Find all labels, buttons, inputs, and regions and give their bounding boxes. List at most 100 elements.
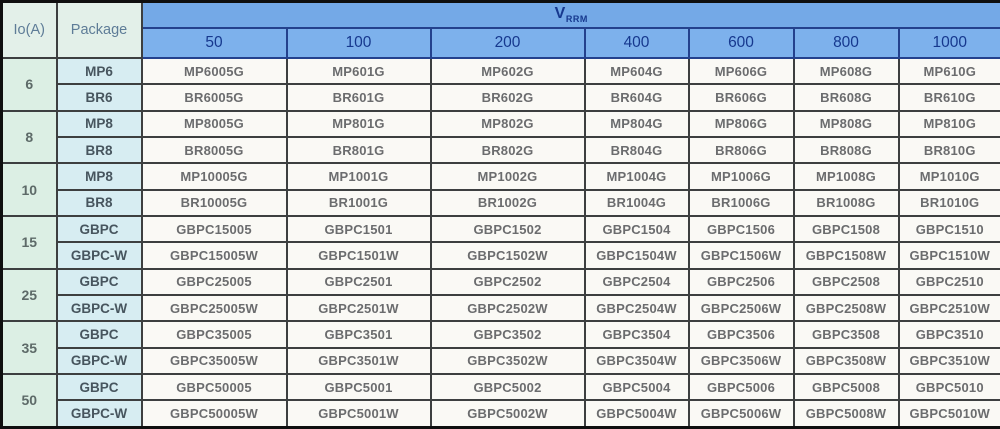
part-number-cell: BR608G [792, 83, 900, 112]
part-number-cell: MP10005G [140, 162, 288, 191]
table-row: 6 MP6 MP6005G MP601G MP602G MP604G MP606G MP608… [0, 56, 1000, 112]
part-number-cell: GBPC3504 [583, 320, 690, 349]
package-cell: MP8 [55, 109, 143, 138]
part-number-cell: BR808G [792, 135, 900, 165]
part-number-cell: GBPC5002 [429, 372, 586, 402]
table-row: BR6 BR6005G BR601G BR602G BR604G BR606G BR608G… [2, 83, 1000, 112]
part-number-cell: GBPC2501 [285, 267, 432, 296]
part-number-cell: GBPC3501W [285, 346, 432, 375]
part-number-cell: MP8005G [140, 109, 288, 138]
part-number-cell: MP804G [583, 109, 690, 138]
table-row: BR8 BR10005G BR1001G BR1002G BR1004G BR1006G B… [2, 188, 1000, 217]
part-number-cell: GBPC35005 [140, 320, 288, 349]
part-number-cell: GBPC3502W [429, 346, 586, 375]
part-number-cell: GBPC2502W [429, 293, 586, 323]
package-cell: BR6 [55, 83, 143, 112]
part-number-cell: BR802G [429, 135, 586, 165]
package-cell: GBPC [55, 267, 143, 296]
part-number-cell: GBPC1502W [429, 241, 586, 270]
voltage-header-100: 100 [285, 27, 432, 59]
part-number-cell: GBPC5010 [897, 372, 1000, 402]
part-number-cell: MP1008G [792, 162, 900, 191]
package-cell: GBPC-W [55, 293, 143, 323]
part-number-cell: GBPC3504W [583, 346, 690, 375]
part-number-cell: GBPC1510W [897, 241, 1000, 270]
table-row: GBPC-W GBPC25005W GBPC2501W GBPC2502W GBPC25… [2, 293, 1000, 323]
part-number-cell: BR604G [583, 83, 690, 112]
part-number-cell: GBPC2502 [429, 267, 586, 296]
header-row-voltages: 50 100 200 400 600 800 1000 [2, 27, 1000, 59]
part-number-cell: BR806G [687, 135, 795, 165]
io-rating-cell: 25 [0, 267, 58, 323]
table-row: 35 GBPC GBPC35005 GBPC3501 GBPC3502 GBPC3504 G… [0, 320, 1000, 375]
voltage-header-400: 400 [583, 27, 690, 59]
table-row: 10 MP8 MP10005G MP1001G MP1002G MP1004G MP1006… [0, 162, 1000, 217]
part-number-cell: GBPC3508 [792, 320, 900, 349]
part-number-cell: MP6005G [140, 56, 288, 86]
io-rating-cell: 10 [0, 162, 58, 217]
part-number-cell: MP602G [429, 56, 586, 86]
part-number-cell: MP1006G [687, 162, 795, 191]
part-number-cell: GBPC50005 [140, 372, 288, 402]
part-number-cell: GBPC1506W [687, 241, 795, 270]
part-number-cell: GBPC35005W [140, 346, 288, 375]
part-number-cell: MP1010G [897, 162, 1000, 191]
part-number-cell: BR1001G [285, 188, 432, 217]
part-number-cell: GBPC2510W [897, 293, 1000, 323]
part-number-cell: GBPC3510W [897, 346, 1000, 375]
part-number-cell: GBPC5010W [897, 399, 1000, 429]
part-number-cell: BR601G [285, 83, 432, 112]
table-row: GBPC-W GBPC50005W GBPC5001W GBPC5002W GBPC50… [2, 399, 1000, 429]
part-number-cell: GBPC3508W [792, 346, 900, 375]
part-number-cell: GBPC5002W [429, 399, 586, 429]
table-row: 15 GBPC GBPC15005 GBPC1501 GBPC1502 GBPC1504 G… [0, 214, 1000, 270]
part-number-cell: GBPC3506W [687, 346, 795, 375]
package-cell: MP6 [55, 56, 143, 86]
part-number-cell: GBPC1510 [897, 214, 1000, 244]
part-number-cell: BR10005G [140, 188, 288, 217]
vrrm-header: VRRM [140, 0, 1000, 29]
part-number-cell: GBPC5001 [285, 372, 432, 402]
part-number-cell: BR8005G [140, 135, 288, 165]
package-column-header: Package [55, 0, 143, 59]
part-number-cell: GBPC5008W [792, 399, 900, 429]
package-cell: GBPC-W [55, 346, 143, 375]
voltage-header-600: 600 [687, 27, 795, 59]
voltage-header-1000: 1000 [897, 27, 1000, 59]
part-number-cell: MP808G [792, 109, 900, 138]
table-row: 50 GBPC GBPC50005 GBPC5001 GBPC5002 GBPC5004 G… [0, 372, 1000, 429]
part-number-cell: GBPC1501W [285, 241, 432, 270]
vrrm-label-sub: RRM [565, 14, 588, 25]
package-cell: MP8 [55, 162, 143, 191]
part-number-cell: GBPC25005 [140, 267, 288, 296]
table-row: GBPC-W GBPC35005W GBPC3501W GBPC3502W GBPC35… [2, 346, 1000, 375]
part-number-cell: GBPC3501 [285, 320, 432, 349]
part-number-cell: BR602G [429, 83, 586, 112]
part-number-cell: GBPC5006W [687, 399, 795, 429]
part-number-cell: GBPC1504 [583, 214, 690, 244]
io-rating-cell: 15 [0, 214, 58, 270]
part-number-cell: GBPC1501 [285, 214, 432, 244]
package-cell: GBPC [55, 214, 143, 244]
io-column-header: Io(A) [0, 0, 58, 59]
part-number-cell: GBPC2504W [583, 293, 690, 323]
part-number-cell: GBPC3506 [687, 320, 795, 349]
vrrm-label-main: V [554, 5, 566, 23]
part-number-cell: MP802G [429, 109, 586, 138]
part-number-cell: GBPC2506W [687, 293, 795, 323]
part-number-cell: MP806G [687, 109, 795, 138]
part-number-cell: GBPC15005W [140, 241, 288, 270]
part-number-cell: BR1008G [792, 188, 900, 217]
part-number-cell: MP1002G [429, 162, 586, 191]
part-number-cell: BR1010G [897, 188, 1000, 217]
package-cell: GBPC [55, 372, 143, 402]
part-number-cell: MP601G [285, 56, 432, 86]
part-number-cell: GBPC5008 [792, 372, 900, 402]
package-cell: GBPC [55, 320, 143, 349]
part-number-cell: MP1001G [285, 162, 432, 191]
voltage-header-200: 200 [429, 27, 586, 59]
part-number-cell: GBPC15005 [140, 214, 288, 244]
part-number-cell: BR1002G [429, 188, 586, 217]
part-number-cell: BR6005G [140, 83, 288, 112]
